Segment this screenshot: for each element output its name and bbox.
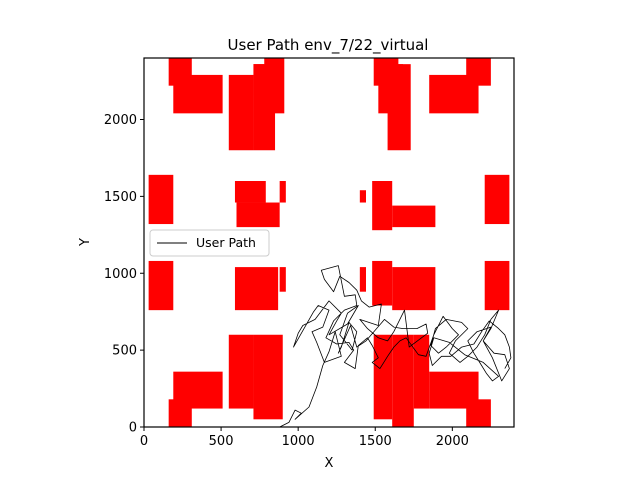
obstacle-21 [234,267,279,311]
y-tick-label-500: 500 [112,344,137,359]
y-tick-label-0: 0 [129,421,137,436]
path-layer [279,265,512,428]
obstacle-32 [373,334,393,420]
obstacle-19 [484,174,510,225]
obstacle-36 [466,399,491,427]
obstacle-17 [372,181,393,231]
obstacle-28 [228,334,254,409]
obstacle-34 [413,334,430,409]
obstacle-23 [359,267,366,292]
obstacle-22 [279,267,286,292]
obstacles [148,58,510,427]
legend-path-label: User Path [196,235,256,250]
obstacle-33 [392,334,414,427]
obstacle-2 [228,74,254,151]
x-axis-label: X [325,456,334,471]
legend: User Path [149,229,270,257]
x-tick-label-1000: 1000 [282,434,315,449]
obstacle-1 [173,74,223,114]
obstacle-31 [168,399,192,427]
chart-title: User Path env_7/22_virtual [228,36,429,55]
x-ticks: 0 500 1000 1500 2000 [140,427,469,449]
y-tick-label-1500: 1500 [104,190,137,205]
x-tick-label-2000: 2000 [436,434,469,449]
obstacle-9 [392,64,403,95]
obstacle-20 [148,260,174,311]
obstacle-29 [253,334,283,420]
x-tick-label-1500: 1500 [359,434,392,449]
obstacle-12 [148,174,174,225]
x-tick-label-0: 0 [140,434,148,449]
obstacle-4 [253,64,265,95]
plot-frame [143,57,515,428]
legend-box [149,229,270,257]
y-tick-label-1000: 1000 [104,267,137,282]
x-tick-label-500: 500 [209,434,234,449]
obstacle-11 [466,58,491,86]
y-ticks: 0 500 1000 1500 2000 [104,113,144,436]
obstacle-13 [234,181,266,203]
y-axis-label: Y [78,238,93,247]
obstacle-5 [264,58,285,114]
obstacle-24 [372,260,393,306]
obstacle-18 [392,205,436,228]
user-path-line [279,265,512,428]
obstacle-16 [359,190,366,203]
obstacle-26 [484,260,510,311]
obstacle-25 [392,267,436,311]
obstacle-15 [279,181,286,203]
obstacle-14 [236,202,280,228]
y-tick-label-2000: 2000 [104,113,137,128]
